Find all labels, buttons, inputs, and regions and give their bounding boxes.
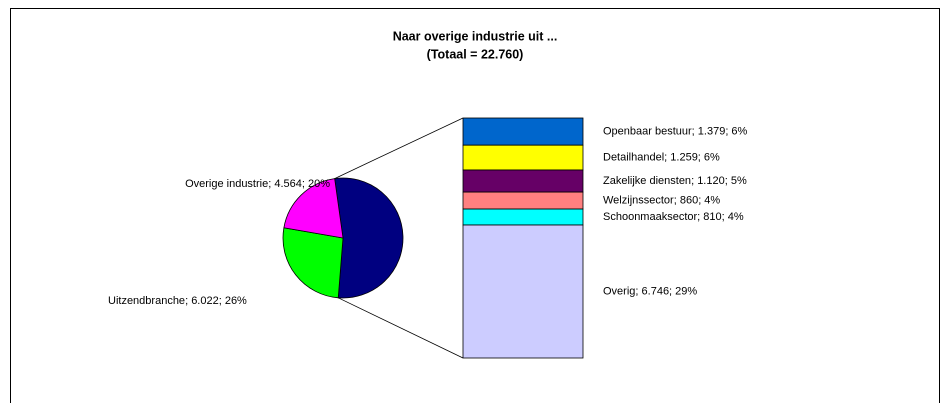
chart-subtitle: (Totaal = 22.760) xyxy=(427,47,524,61)
label-category: Welzijnssector xyxy=(603,194,674,206)
label-value: 1.259; 6% xyxy=(670,152,720,164)
bar-label: Schoonmaaksector; 810; 4% xyxy=(603,211,744,223)
bar-segment xyxy=(462,144,584,171)
bar-segment xyxy=(462,169,584,193)
label-category: Overig xyxy=(603,285,635,297)
bar-label: Overig; 6.746; 29% xyxy=(603,285,697,297)
pie-slice xyxy=(283,178,344,239)
bar-segment xyxy=(462,191,584,210)
label-category: Overige industrie xyxy=(185,178,268,190)
label-category: Zakelijke diensten xyxy=(603,175,691,187)
bar-label: Welzijnssector; 860; 4% xyxy=(603,194,720,206)
chart-title: Naar overige industrie uit ... xyxy=(393,29,558,43)
label-value: 6.746; 29% xyxy=(642,285,698,297)
bar-segment xyxy=(462,208,584,226)
pie-label: Uitzendbranche; 6.022; 26% xyxy=(108,295,247,307)
pie-label: Overige industrie; 4.564; 20% xyxy=(185,178,330,190)
bar-label: Detailhandel; 1.259; 6% xyxy=(603,152,720,164)
label-value: 1.379; 6% xyxy=(698,125,748,137)
bar-segment xyxy=(462,117,584,146)
label-value: 6.022; 26% xyxy=(191,295,247,307)
connector-line xyxy=(338,297,464,359)
bar-label: Openbaar bestuur; 1.379; 6% xyxy=(603,125,748,137)
pie-slice xyxy=(334,177,404,299)
label-category: Detailhandel xyxy=(603,152,664,164)
label-category: Uitzendbranche xyxy=(108,295,185,307)
label-value: 860; 4% xyxy=(680,194,721,206)
label-value: 810; 4% xyxy=(703,211,744,223)
bar-segment xyxy=(462,224,584,359)
connector-line xyxy=(334,117,464,179)
label-category: Schoonmaaksector xyxy=(603,211,697,223)
bar-label: Zakelijke diensten; 1.120; 5% xyxy=(603,175,747,187)
label-value: 4.564; 20% xyxy=(274,178,330,190)
label-value: 1.120; 5% xyxy=(697,175,747,187)
pie-slice xyxy=(282,227,344,299)
label-category: Openbaar bestuur xyxy=(603,125,692,137)
